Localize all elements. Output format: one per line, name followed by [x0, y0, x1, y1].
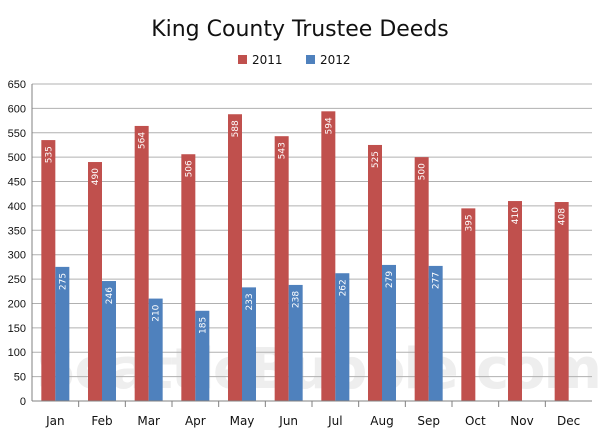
bar-value-label: 410: [511, 207, 521, 224]
bar-value-label: 525: [371, 151, 381, 168]
x-tick-label: Feb: [91, 414, 112, 428]
bar-value-label: 588: [231, 120, 241, 137]
bar-value-label: 279: [385, 271, 395, 288]
bar-value-label: 543: [278, 142, 288, 159]
y-tick-label: 200: [8, 298, 26, 310]
bar-2011-jan: [41, 140, 56, 402]
bar-2011-jul: [321, 111, 336, 402]
bar-value-label: 395: [464, 214, 474, 231]
bar-2011-aug: [368, 144, 382, 401]
bar-2012-mar: [148, 298, 163, 401]
y-tick-label: 0: [20, 396, 26, 408]
bar-value-label: 277: [432, 272, 442, 289]
x-tick-label: Oct: [465, 414, 486, 428]
bar-2012-may: [242, 287, 256, 401]
bar-value-label: 275: [58, 273, 68, 290]
gridlines: [32, 83, 592, 378]
x-tick-label: Apr: [185, 414, 206, 428]
legend-label-2012: 2012: [320, 53, 351, 67]
y-tick-label: 550: [8, 128, 26, 140]
bar-value-label: 262: [338, 279, 348, 296]
x-tick-label: Dec: [557, 414, 580, 428]
bar-2011-feb: [88, 162, 102, 401]
legend-swatch-2012: [306, 55, 315, 64]
bar-value-label: 185: [198, 317, 208, 334]
bar-value-label: 535: [44, 146, 54, 163]
bars: 535 275 490 246 564 210 506 185 588 233 543 238 594 2…: [41, 111, 569, 402]
bar-2012-apr: [195, 310, 210, 401]
bar-value-label: 210: [152, 304, 162, 321]
bar-value-label: 506: [184, 160, 194, 177]
y-tick-label: 400: [8, 201, 26, 213]
bar-value-label: 490: [91, 168, 101, 185]
watermark: SeattleBubble.com: [36, 337, 600, 402]
y-tick-label: 600: [8, 103, 26, 115]
bar-2011-dec: [554, 202, 569, 401]
y-tick-label: 350: [8, 225, 26, 237]
bar-value-label: 594: [324, 117, 334, 134]
x-tick-label: Mar: [137, 414, 160, 428]
x-tick-label: Aug: [370, 414, 393, 428]
bar-value-label: 233: [245, 293, 255, 310]
bar-2011-sep: [414, 157, 429, 401]
bar-2012-feb: [102, 281, 116, 401]
bar-value-label: 246: [105, 287, 115, 304]
y-tick-label: 150: [8, 323, 26, 335]
chart-title: King County Trustee Deeds: [151, 17, 449, 42]
bar-2012-jun: [288, 284, 303, 401]
legend: 2011 2012: [238, 53, 351, 67]
x-tick-label: Jan: [45, 414, 65, 428]
bar-value-label: 564: [138, 132, 148, 149]
axes: [31, 84, 592, 402]
bar-2012-jan: [55, 266, 70, 401]
bar-2012-sep: [428, 265, 443, 401]
legend-label-2011: 2011: [252, 53, 283, 67]
y-tick-label: 300: [8, 250, 26, 262]
y-tick-label: 100: [8, 347, 26, 359]
bar-2011-apr: [181, 154, 196, 401]
bar-value-label: 238: [292, 291, 302, 308]
bar-2011-may: [228, 114, 242, 401]
y-tick-label: 50: [14, 372, 26, 384]
bar-2012-aug: [382, 264, 396, 401]
y-axis-ticks: 0 50 100 150 200 250 300 350 400 450 500 550 600 650: [8, 79, 26, 408]
x-tick-label: Jul: [327, 414, 342, 428]
x-tick-label: Jun: [278, 414, 298, 428]
bar-2011-nov: [508, 201, 522, 401]
x-axis-ticks: Jan Feb Mar Apr May Jun Jul Aug Sep Oct Nov Dec: [45, 401, 580, 428]
legend-swatch-2011: [238, 55, 247, 64]
y-tick-label: 450: [8, 177, 26, 189]
bar-value-label: 408: [558, 208, 568, 225]
bar-2011-jun: [274, 136, 289, 401]
x-tick-label: May: [230, 414, 255, 428]
y-tick-label: 650: [8, 79, 26, 91]
x-tick-label: Sep: [417, 414, 440, 428]
bar-2011-mar: [134, 125, 149, 402]
x-tick-label: Nov: [510, 414, 533, 428]
bar-value-label: 500: [418, 163, 428, 180]
y-tick-label: 250: [8, 274, 26, 286]
bar-2012-jul: [335, 273, 350, 401]
y-tick-label: 500: [8, 152, 26, 164]
bar-2011-oct: [461, 208, 476, 401]
